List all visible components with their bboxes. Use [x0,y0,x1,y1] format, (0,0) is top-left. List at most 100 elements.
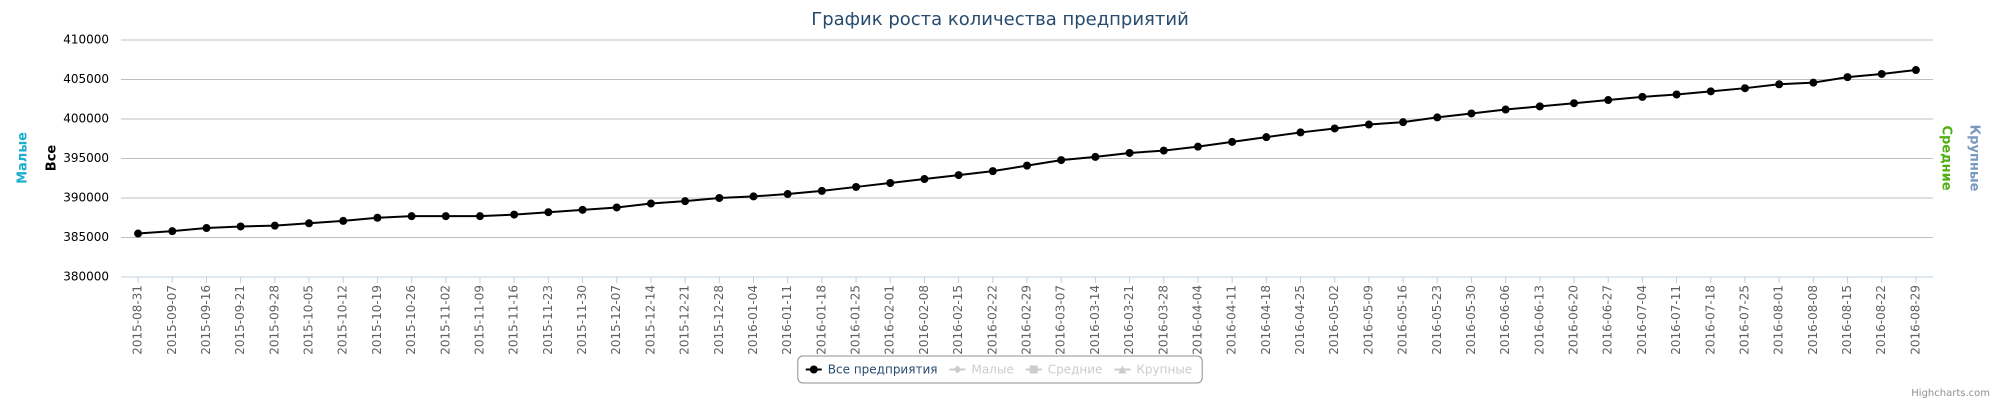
x-tick-label: 2016-05-02 [1327,285,1341,355]
legend-item[interactable]: Все предприятия [828,363,938,377]
x-tick-label: 2015-08-31 [131,285,145,355]
data-point [202,224,211,233]
data-point [475,212,484,221]
x-tick-label: 2015-11-16 [507,285,521,355]
data-point [1023,161,1031,170]
x-tick-label: 2016-07-11 [1669,285,1683,355]
x-tick-label: 2016-05-16 [1396,285,1410,355]
y-tick-label: 405000 [63,72,109,86]
legend: Все предприятия Малые Средние Крупные [797,355,1203,384]
data-point [1330,124,1339,133]
data-point [1364,120,1373,129]
x-tick-label: 2016-03-28 [1156,285,1170,355]
data-point [270,221,279,230]
data-point [1706,87,1715,96]
y-tick-label: 385000 [63,230,109,244]
data-point [134,229,143,238]
x-tick-label: 2016-05-23 [1430,285,1444,355]
legend-symbol [953,365,962,374]
y-tick-label: 400000 [63,112,109,126]
x-tick-label: 2015-09-28 [267,285,281,355]
x-tick-label: 2015-11-23 [541,285,555,355]
data-point [1638,92,1647,101]
data-point [1775,80,1784,89]
x-tick-label: 2015-11-30 [575,285,589,355]
data-point [1877,69,1886,78]
y-tick-label: 380000 [63,270,109,284]
x-tick-label: 2015-11-02 [438,285,452,355]
data-point [1535,102,1544,111]
legend-box [797,355,1203,384]
data-point [510,210,519,219]
data-point [305,219,314,228]
x-tick-label: 2016-02-29 [1020,285,1034,355]
data-point [407,212,416,221]
data-point [1740,84,1749,93]
x-tick-label: 2016-05-30 [1464,285,1478,355]
x-tick-label: 2016-06-13 [1532,285,1546,355]
x-tick-label: 2015-11-09 [472,285,486,355]
x-tick-label: 2016-03-07 [1054,285,1068,355]
y2-axis-title: Средние [1939,125,1954,190]
data-point [1809,78,1818,87]
x-tick-label: 2016-07-18 [1703,285,1717,355]
data-point [1262,133,1271,142]
x-tick-label: 2016-05-09 [1361,285,1375,355]
x-tick-label: 2016-06-06 [1498,285,1512,355]
data-point [168,227,177,236]
data-point [236,222,245,231]
data-point [1672,90,1681,99]
x-tick-label: 2016-08-01 [1772,285,1786,355]
chart-title: График роста количества предприятий [811,9,1189,30]
x-tick-label: 2016-01-25 [849,285,863,355]
data-point [1501,105,1510,114]
data-point [612,203,621,212]
credits[interactable]: Highcharts.com [1911,388,1990,399]
y-tick-label: 395000 [63,151,109,165]
data-point [817,186,826,195]
x-tick-label: 2016-03-21 [1122,285,1136,355]
x-tick-label: 2016-04-18 [1259,285,1273,355]
x-tick-label: 2016-01-11 [780,285,794,355]
data-point [1570,99,1579,108]
data-point [544,208,553,217]
data-point [1125,148,1134,157]
x-tick-label: 2015-12-07 [609,285,623,355]
data-point [1467,109,1476,118]
x-tick-label: 2016-03-14 [1088,285,1102,355]
data-point [954,171,963,180]
x-tick-label: 2016-08-22 [1874,285,1888,355]
legend-item[interactable]: Малые [971,363,1013,377]
legend-item[interactable]: Средние [1048,363,1103,377]
x-tick-label: 2016-04-25 [1293,285,1307,355]
data-point [1911,66,1920,75]
y-axis-title: Малые [16,132,31,184]
x-tick-label: 2016-04-11 [1225,285,1239,355]
data-point [1228,137,1237,146]
x-tick-label: 2016-06-27 [1601,285,1615,355]
y2-axis-title: Крупные [1967,125,1982,192]
data-point [1057,156,1066,165]
x-tick-label: 2016-06-20 [1567,285,1581,355]
x-tick-label: 2016-02-08 [917,285,931,355]
data-point [920,175,929,184]
data-point [715,194,724,202]
legend-symbol [1118,365,1127,374]
x-tick-label: 2016-02-22 [985,285,999,355]
data-point [373,213,382,222]
data-point [988,167,997,176]
data-point [1843,73,1852,82]
x-tick-label: 2016-01-18 [814,285,828,355]
x-tick-label: 2016-08-29 [1908,285,1922,355]
x-tick-label: 2016-07-25 [1737,285,1751,355]
x-tick-label: 2016-08-08 [1806,285,1820,355]
data-point [339,216,348,225]
x-tick-label: 2016-07-04 [1635,285,1649,355]
data-point [783,190,792,199]
data-point [1296,128,1305,137]
legend-item[interactable]: Крупные [1136,363,1192,377]
y-axis-title: Все [45,145,60,172]
data-point [1433,113,1442,122]
y-tick-label: 390000 [63,191,109,205]
